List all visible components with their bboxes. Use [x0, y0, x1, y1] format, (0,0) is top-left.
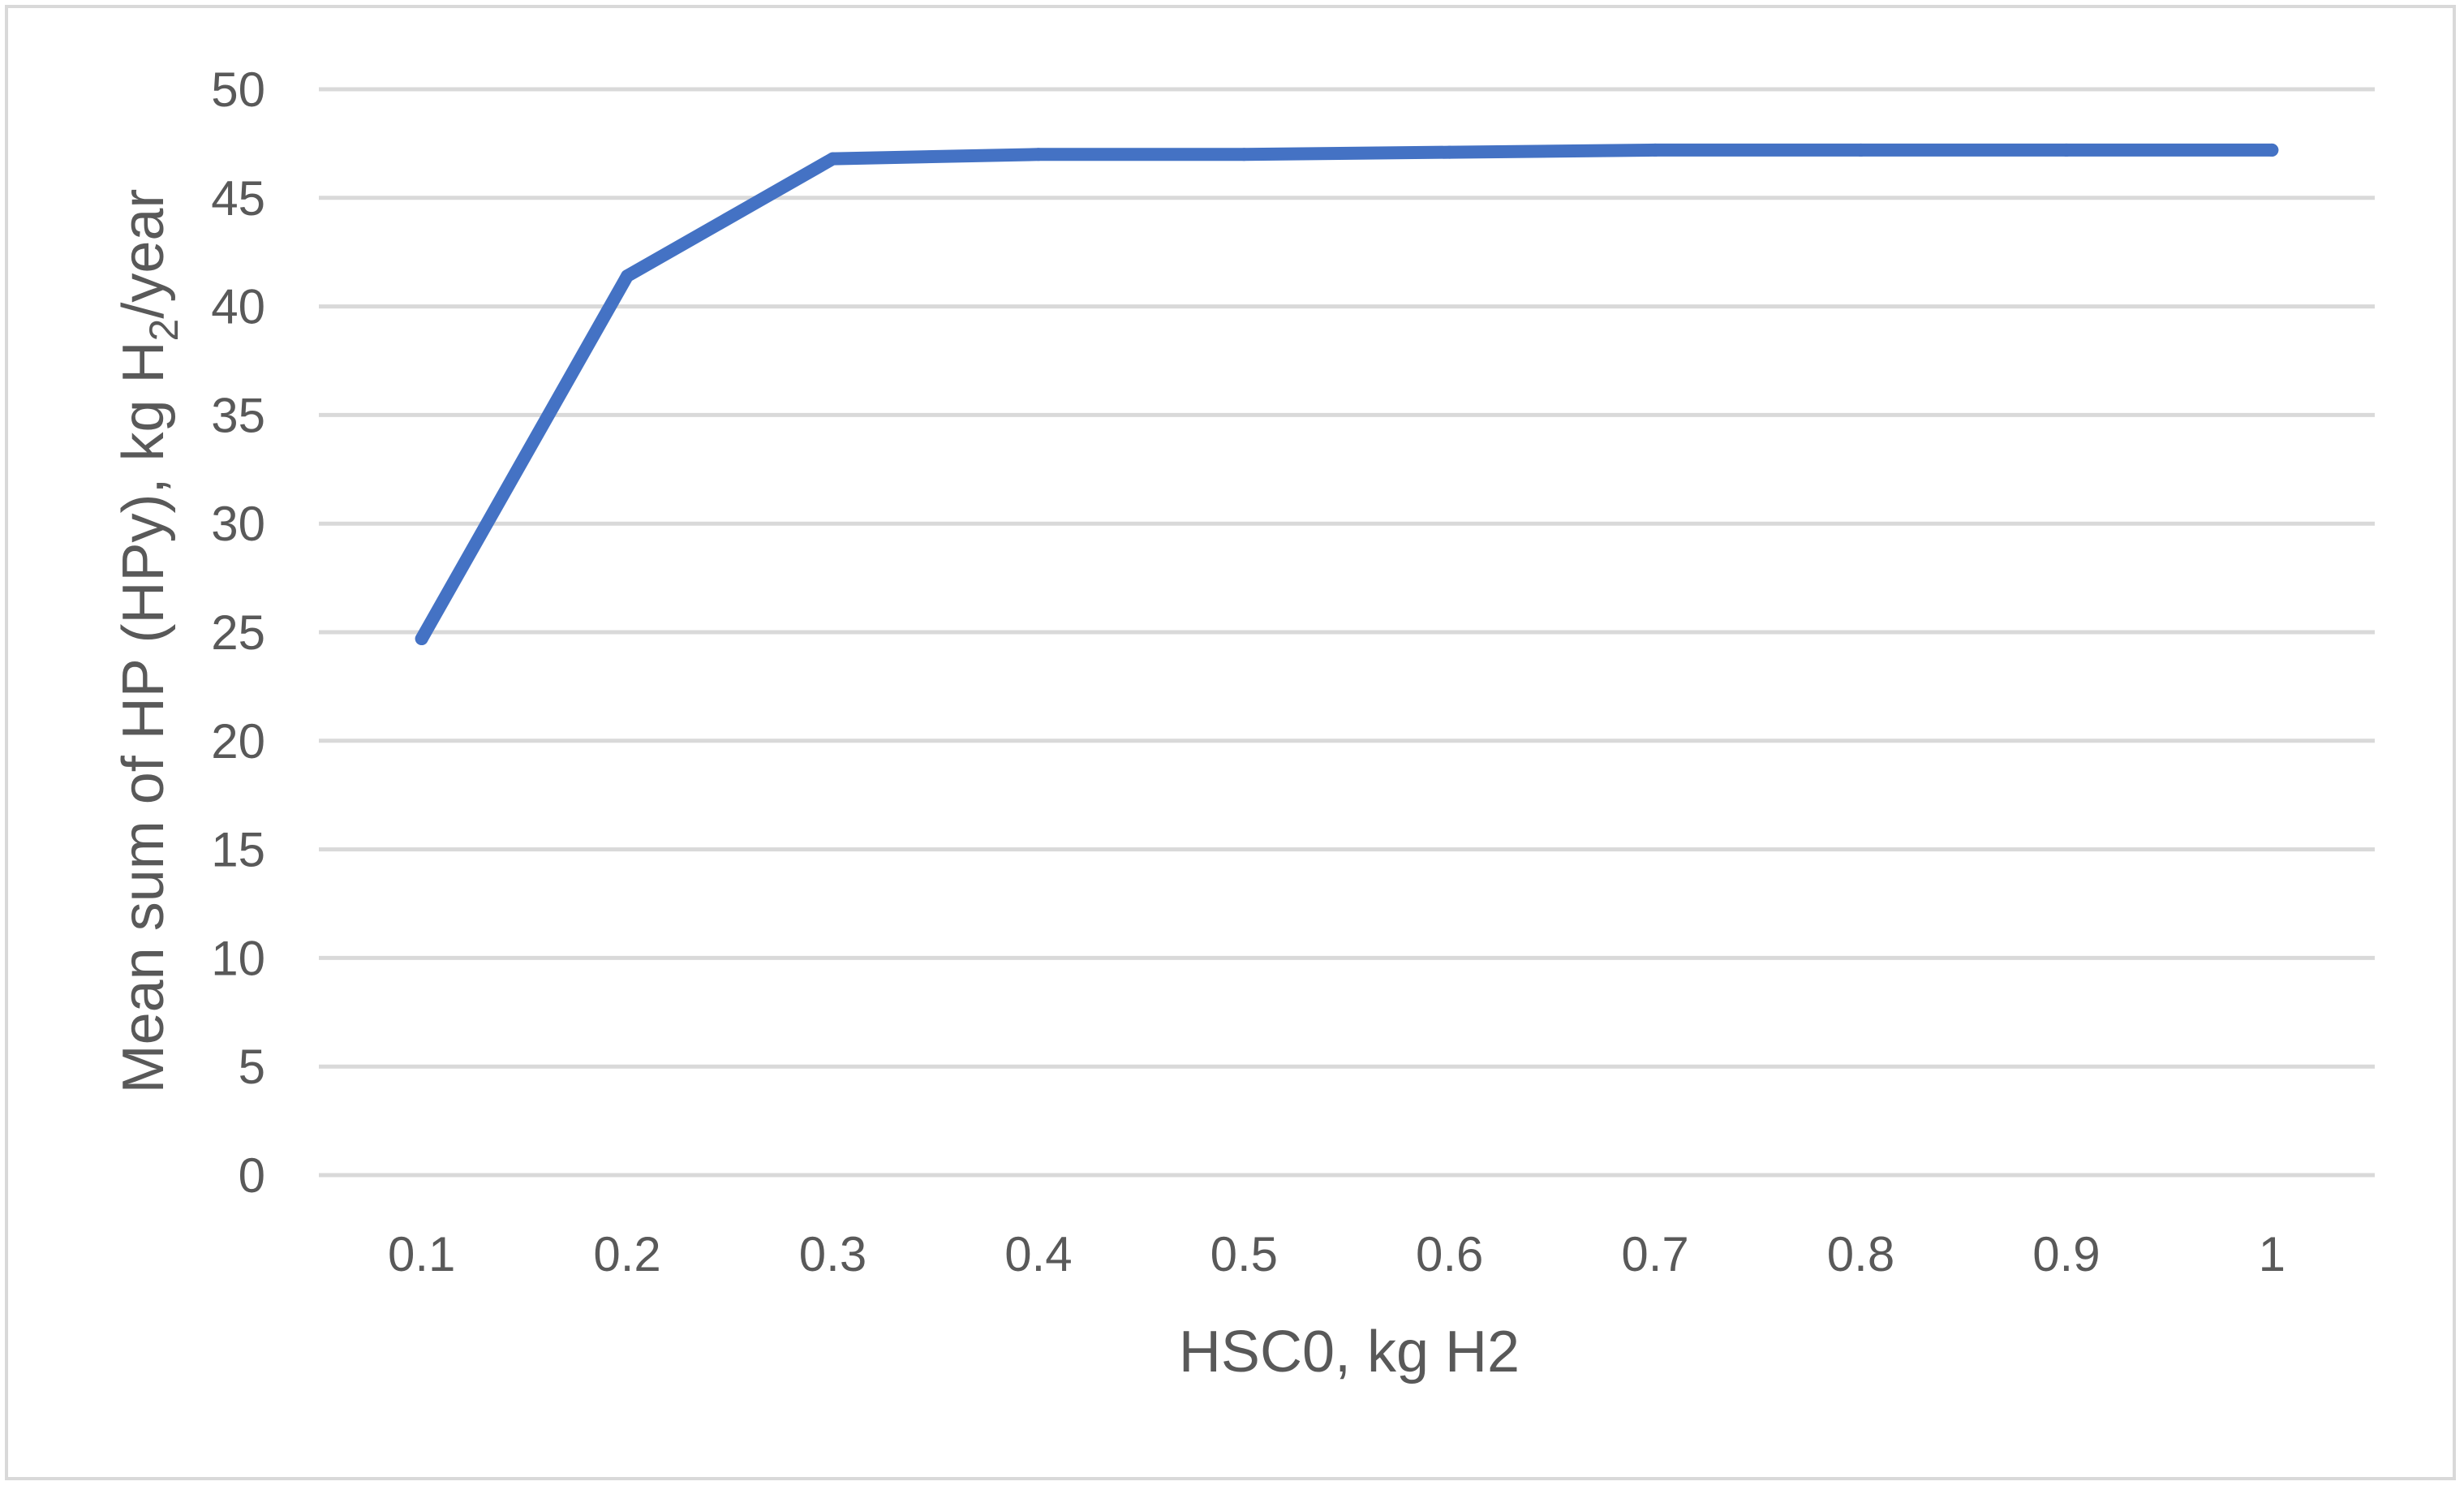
y-axis-title-main: Mean sum of HP (HPy), kg H	[111, 341, 176, 1093]
gridlines	[319, 87, 2375, 1178]
data-point	[2059, 143, 2073, 157]
y-tick-label: 20	[211, 714, 265, 769]
data-point	[621, 269, 634, 283]
x-tick-label: 0.5	[1210, 1227, 1278, 1281]
x-tick-label: 0.3	[799, 1227, 866, 1281]
series-layer	[415, 143, 2279, 646]
data-point	[1649, 143, 1662, 157]
y-tick-label: 15	[211, 823, 265, 877]
x-tick-label: 0.1	[388, 1227, 455, 1281]
y-tick-label: 25	[211, 605, 265, 660]
data-point	[826, 152, 840, 166]
y-tick-label: 40	[211, 280, 265, 334]
y-tick-label: 10	[211, 931, 265, 985]
y-axis-title-subscript: 2	[141, 319, 187, 342]
x-tick-label: 0.9	[2032, 1227, 2100, 1281]
y-tick-label: 30	[211, 497, 265, 551]
data-point	[1237, 148, 1251, 161]
x-tick-label: 0.6	[1416, 1227, 1483, 1281]
y-tick-label: 50	[211, 62, 265, 117]
data-point	[2265, 143, 2279, 157]
y-axis-title-rest: /year	[111, 189, 176, 319]
y-axis-title: Mean sum of HP (HPy), kg H2/year	[111, 189, 187, 1094]
x-axis-title: HSC0, kg H2	[1179, 1320, 1520, 1384]
x-tick-label: 0.2	[593, 1227, 660, 1281]
x-tick-label: 0.4	[1004, 1227, 1072, 1281]
y-tick-label: 5	[239, 1040, 265, 1094]
x-tick-label: 0.7	[1621, 1227, 1688, 1281]
y-tick-labels: 0 5 10 15 20 25 30 35 40 45 50	[211, 62, 265, 1203]
series-line-0	[415, 143, 2279, 645]
data-point	[415, 632, 428, 646]
y-tick-label: 45	[211, 171, 265, 226]
x-tick-label: 1	[2259, 1227, 2286, 1281]
x-tick-label: 0.8	[1827, 1227, 1894, 1281]
y-tick-label: 0	[239, 1148, 265, 1203]
data-point	[1854, 143, 1868, 157]
data-point	[1443, 145, 1456, 159]
y-tick-label: 35	[211, 388, 265, 442]
x-tick-labels: 0.1 0.2 0.3 0.4 0.5 0.6 0.7 0.8 0.9 1	[388, 1227, 2286, 1281]
data-point	[1031, 148, 1045, 161]
